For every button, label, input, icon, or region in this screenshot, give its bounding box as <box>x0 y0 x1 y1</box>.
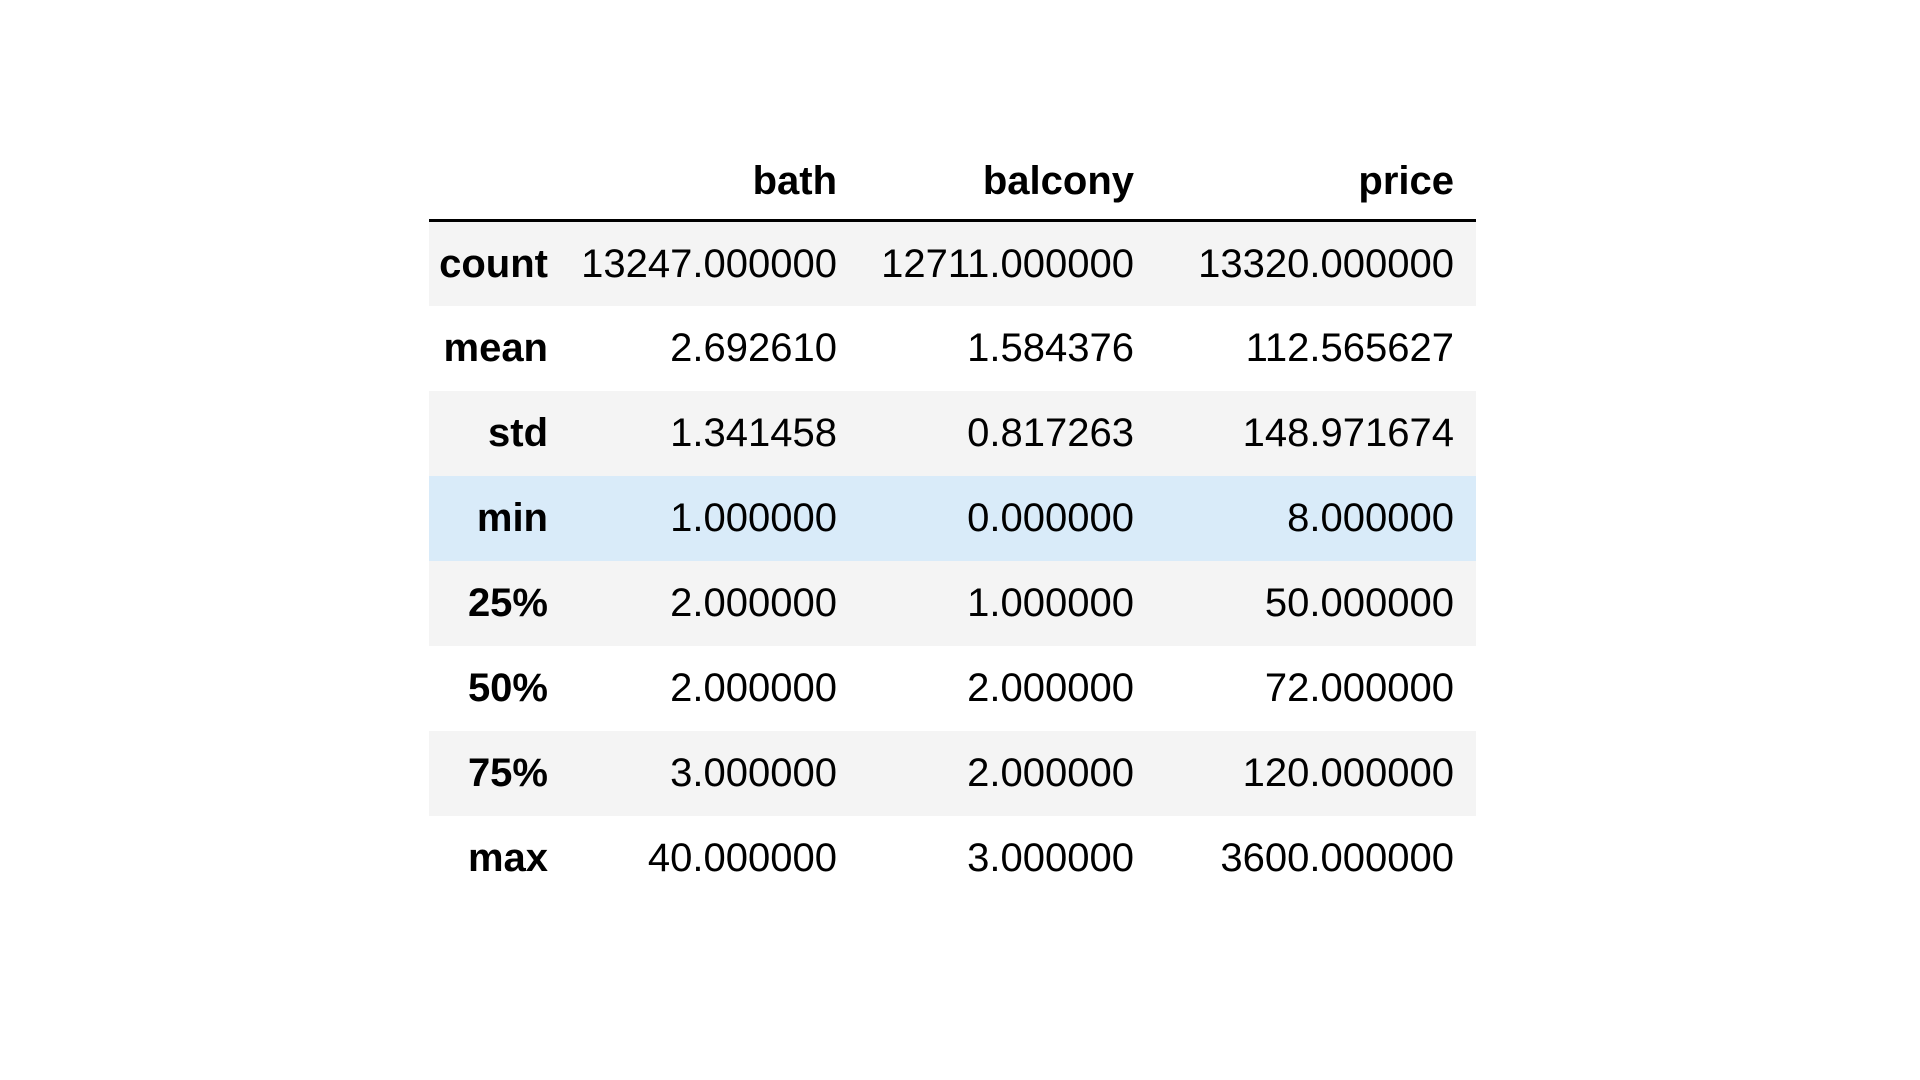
dataframe-output: bath balcony price count 13247.000000 12… <box>429 142 1476 901</box>
table-cell: 0.000000 <box>967 496 1134 540</box>
table-cell: 12711.000000 <box>881 241 1134 286</box>
table-row: count 13247.000000 12711.000000 13320.00… <box>429 220 1476 306</box>
table-cell: 1.584376 <box>967 326 1134 370</box>
row-label: max <box>467 836 548 880</box>
table-cell: 2.692610 <box>670 326 837 370</box>
table-cell: 72.000000 <box>1264 666 1454 710</box>
table-row: 50% 2.000000 2.000000 72.000000 <box>429 645 1476 731</box>
table-row: 75% 3.000000 2.000000 120.000000 <box>429 730 1476 816</box>
table-cell: 120.000000 <box>1242 751 1454 795</box>
table-cell: 1.000000 <box>670 496 837 540</box>
table-cell: 13247.000000 <box>581 241 837 286</box>
table-cell: 148.971674 <box>1242 411 1454 455</box>
table-cell: 0.817263 <box>967 411 1134 455</box>
table-cell: 1.341458 <box>670 411 837 455</box>
table-cell: 8.000000 <box>1287 496 1454 540</box>
table-cell: 2.000000 <box>967 751 1134 795</box>
row-label: min <box>476 496 548 540</box>
table-cell: 13320.000000 <box>1198 241 1454 286</box>
table-cell: 1.000000 <box>967 581 1134 625</box>
table-row: max 40.000000 3.000000 3600.000000 <box>429 815 1476 901</box>
header-row: bath balcony price <box>429 142 1476 222</box>
describe-table: bath balcony price count 13247.000000 12… <box>429 142 1476 901</box>
row-label: 25% <box>467 581 548 625</box>
table-header: bath balcony price <box>429 142 1476 222</box>
table-row: min 1.000000 0.000000 8.000000 <box>429 475 1476 561</box>
row-label: 50% <box>467 666 548 710</box>
table-row: std 1.341458 0.817263 148.971674 <box>429 390 1476 476</box>
table-cell: 50.000000 <box>1264 581 1454 625</box>
table-body: count 13247.000000 12711.000000 13320.00… <box>429 220 1476 901</box>
table-cell: 2.000000 <box>670 666 837 710</box>
column-header-bath: bath <box>570 142 859 222</box>
index-header <box>429 142 570 222</box>
row-label: std <box>488 411 548 455</box>
table-cell: 2.000000 <box>967 666 1134 710</box>
table-row: mean 2.692610 1.584376 112.565627 <box>429 305 1476 391</box>
table-cell: 112.565627 <box>1245 326 1454 370</box>
table-row: 25% 2.000000 1.000000 50.000000 <box>429 560 1476 646</box>
row-label: mean <box>443 326 549 370</box>
row-label: count <box>439 241 548 286</box>
table-cell: 3600.000000 <box>1220 836 1454 880</box>
table-cell: 2.000000 <box>670 581 837 625</box>
table-cell: 3.000000 <box>967 836 1134 880</box>
row-label: 75% <box>467 751 548 795</box>
table-cell: 40.000000 <box>647 836 837 880</box>
column-header-balcony: balcony <box>859 142 1156 222</box>
column-header-price: price <box>1156 142 1476 222</box>
table-cell: 3.000000 <box>670 751 837 795</box>
